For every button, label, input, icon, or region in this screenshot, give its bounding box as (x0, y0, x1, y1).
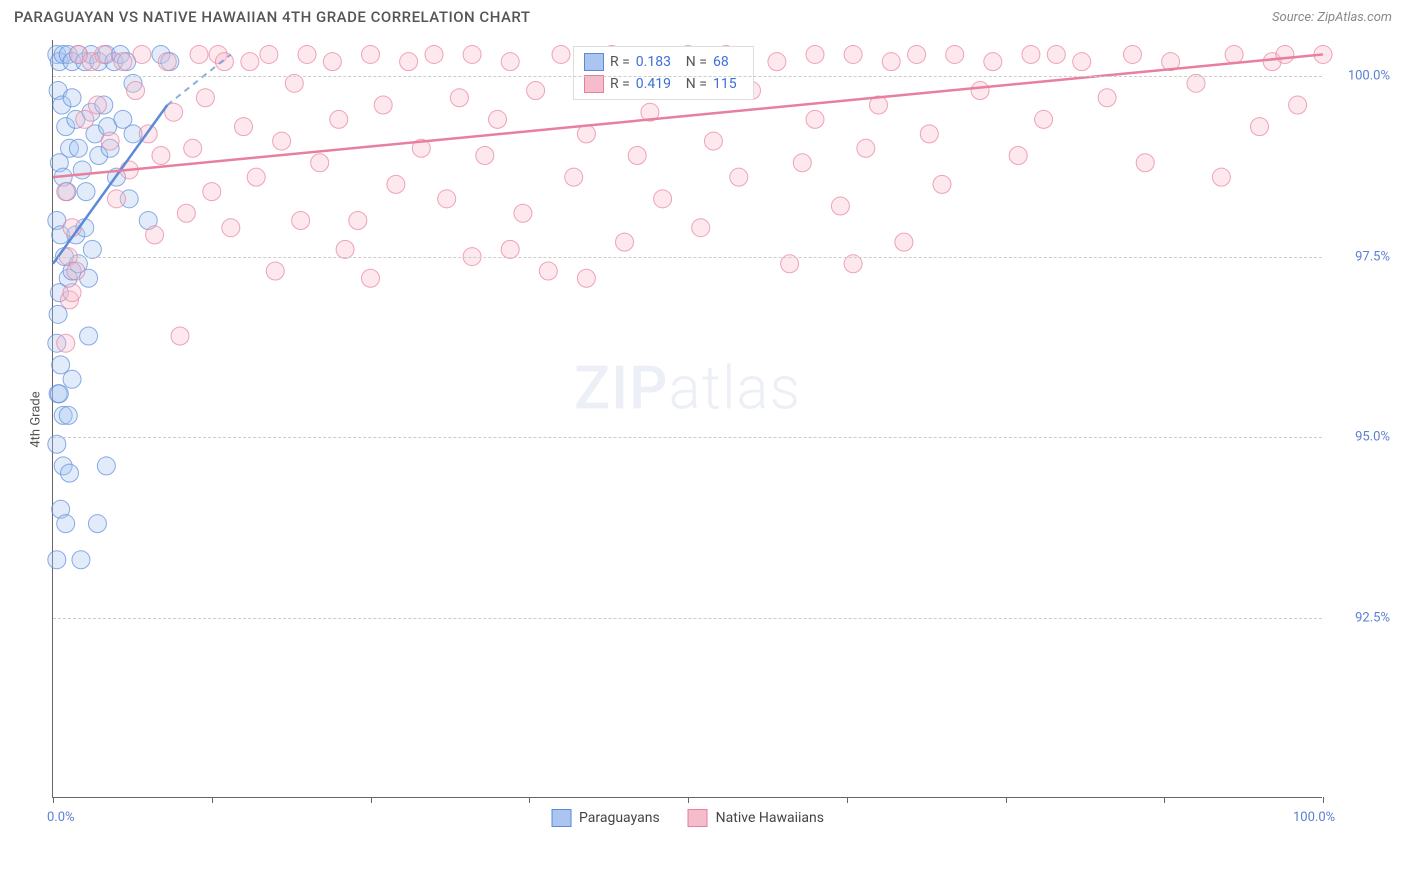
legend-label: Native Hawaiians (716, 810, 824, 826)
y-tick-label: 100.0% (1348, 69, 1390, 84)
chart-area: 4th Grade ZIPatlas R =0.183N =68R =0.419… (32, 40, 1392, 840)
x-tick-label: 0.0% (47, 810, 75, 825)
legend-swatch (688, 809, 708, 827)
y-axis-label: 4th Grade (29, 391, 44, 447)
y-tick-label: 95.0% (1355, 430, 1390, 445)
gridline-h (53, 437, 1322, 438)
x-tick (529, 797, 530, 803)
x-tick (1164, 797, 1165, 803)
y-axis-label-wrap: 4th Grade (26, 40, 46, 798)
x-tick (688, 797, 689, 803)
legend-item: Paraguayans (551, 809, 660, 827)
gridline-h (53, 257, 1322, 258)
y-tick-label: 92.5% (1355, 610, 1390, 625)
x-tick-label: 100.0% (1293, 810, 1335, 825)
x-tick (847, 797, 848, 803)
chart-title: PARAGUAYAN VS NATIVE HAWAIIAN 4TH GRADE … (14, 8, 531, 26)
x-tick (53, 797, 54, 803)
r-value: 0.183 (636, 51, 680, 73)
r-label: R = (610, 51, 630, 73)
legend-swatch (551, 809, 571, 827)
n-label: N = (686, 51, 707, 73)
n-value: 68 (713, 51, 743, 73)
stats-legend-row: R = 0.183 N = 68 (584, 51, 743, 73)
plot-area: ZIPatlas R =0.183N =68R =0.419N =115 Par… (52, 40, 1322, 798)
stats-legend: R =0.183N =68R =0.419N =115 (573, 46, 754, 100)
x-tick (212, 797, 213, 803)
scatter-svg (53, 40, 1322, 797)
x-tick (1006, 797, 1007, 803)
series-legend: Paraguayans Native Hawaiians (551, 809, 824, 827)
legend-label: Paraguayans (579, 810, 660, 826)
legend-item: Native Hawaiians (688, 809, 824, 827)
x-tick (371, 797, 372, 803)
chart-header: PARAGUAYAN VS NATIVE HAWAIIAN 4TH GRADE … (0, 0, 1406, 36)
legend-swatch (584, 53, 604, 71)
gridline-h (53, 76, 1322, 77)
gridline-h (53, 618, 1322, 619)
x-tick (1323, 797, 1324, 803)
legend-swatch (584, 75, 604, 93)
y-tick-label: 97.5% (1355, 249, 1390, 264)
chart-source: Source: ZipAtlas.com (1272, 10, 1392, 25)
